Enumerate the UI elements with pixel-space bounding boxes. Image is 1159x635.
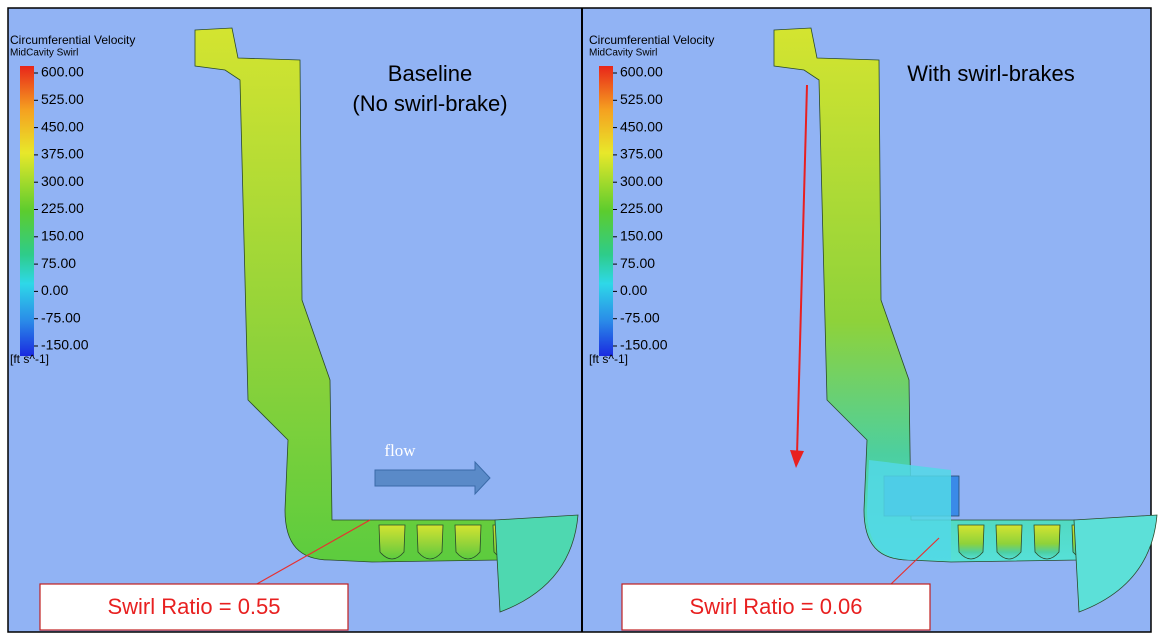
legend-tick-label: 450.00 [620, 118, 663, 134]
legend-title: Circumferential Velocity [589, 33, 714, 47]
legend-subtitle: MidCavity Swirl [589, 48, 657, 59]
annotation-text: Swirl Ratio = 0.55 [107, 594, 280, 619]
legend-tick-label: 225.00 [620, 200, 663, 216]
legend-tick-label: 600.00 [620, 64, 663, 80]
seal-tooth [958, 525, 984, 559]
legend-tick-label: 0.00 [41, 282, 68, 298]
legend-tick-label: 150.00 [41, 228, 84, 244]
legend-tick-label: 75.00 [41, 255, 76, 271]
panel-title: (No swirl-brake) [352, 91, 507, 116]
color-bar [599, 66, 613, 356]
seal-tooth [996, 525, 1022, 559]
seal-tooth [455, 525, 481, 559]
annotation-text: Swirl Ratio = 0.06 [689, 594, 862, 619]
color-bar [20, 66, 34, 356]
legend-title: Circumferential Velocity [10, 33, 135, 47]
legend-tick-label: 525.00 [620, 91, 663, 107]
legend-unit: [ft s^-1] [589, 352, 628, 366]
legend-tick-label: -150.00 [41, 337, 89, 353]
legend-tick-label: -75.00 [41, 309, 81, 325]
legend-tick-label: 150.00 [620, 228, 663, 244]
legend-tick-label: 300.00 [41, 173, 84, 189]
cyan-region [867, 460, 951, 560]
seal-tooth [1034, 525, 1060, 559]
seal-tooth [417, 525, 443, 559]
legend-tick-label: 375.00 [41, 146, 84, 162]
legend-tick-label: 450.00 [41, 118, 84, 134]
legend-tick-label: -150.00 [620, 337, 668, 353]
panel-title: With swirl-brakes [907, 61, 1074, 86]
legend-tick-label: 525.00 [41, 91, 84, 107]
figure: Circumferential VelocityMidCavity Swirl6… [0, 0, 1159, 635]
legend-tick-label: 0.00 [620, 282, 647, 298]
legend-subtitle: MidCavity Swirl [10, 48, 78, 59]
flow-label: flow [384, 441, 416, 460]
legend-tick-label: 75.00 [620, 255, 655, 271]
legend-tick-label: 600.00 [41, 64, 84, 80]
legend-tick-label: 375.00 [620, 146, 663, 162]
legend-tick-label: 225.00 [41, 200, 84, 216]
legend-tick-label: 300.00 [620, 173, 663, 189]
panel-title: Baseline [388, 61, 472, 86]
seal-tooth [379, 525, 405, 559]
legend-tick-label: -75.00 [620, 309, 660, 325]
legend-unit: [ft s^-1] [10, 352, 49, 366]
